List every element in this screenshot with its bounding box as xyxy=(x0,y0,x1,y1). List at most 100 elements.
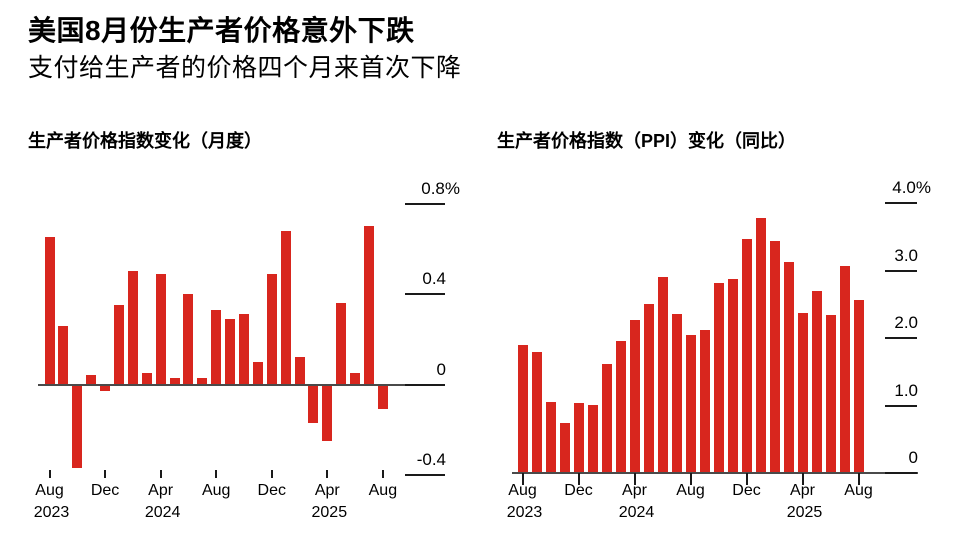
x-axis-line xyxy=(38,383,445,386)
bar-mar-2024 xyxy=(141,373,152,385)
x-axis-month-label: Aug xyxy=(508,482,537,499)
bar-aug-2023 xyxy=(44,237,55,385)
x-axis-tick xyxy=(326,470,329,478)
bar-apr-2024 xyxy=(629,319,640,473)
bar-oct-2023 xyxy=(72,384,83,469)
x-axis-month-label: Dec xyxy=(732,482,761,499)
bar-apr-2025 xyxy=(797,313,808,473)
bar-aug-2023 xyxy=(517,345,528,473)
bar-jun-2024 xyxy=(657,277,668,473)
bar-mar-2025 xyxy=(308,384,319,423)
x-axis-year-label: 2025 xyxy=(311,504,348,521)
y-axis-label: 0 xyxy=(436,359,446,379)
y-axis-tick xyxy=(885,472,917,474)
x-axis-tick xyxy=(745,473,748,485)
y-axis-label: 1.0 xyxy=(894,380,918,400)
bar-jul-2025 xyxy=(363,226,374,385)
bar-nov-2023 xyxy=(86,375,97,385)
bar-jul-2025 xyxy=(839,265,850,473)
y-axis-tick xyxy=(885,404,917,407)
x-axis-month-label: Apr xyxy=(790,482,815,499)
y-axis-label: 0 xyxy=(908,448,918,467)
x-axis-tick xyxy=(801,473,804,485)
y-axis-label: -0.4 xyxy=(416,450,446,469)
x-axis-year-label: 2023 xyxy=(506,504,543,521)
x-axis-year-label: 2025 xyxy=(786,504,823,521)
x-axis-line xyxy=(512,472,918,474)
y-axis-tick xyxy=(405,474,445,476)
x-axis-tick xyxy=(857,473,860,485)
bar-jun-2025 xyxy=(350,373,361,385)
y-axis-label: 0.8% xyxy=(421,178,460,198)
bar-nov-2023 xyxy=(559,423,570,473)
y-axis-tick xyxy=(885,202,917,204)
x-axis-month-label: Dec xyxy=(564,482,593,499)
bar-feb-2024 xyxy=(127,271,138,385)
bar-mar-2024 xyxy=(615,340,626,473)
headline: 美国8月份生产者价格意外下跌 xyxy=(28,15,415,46)
bar-feb-2024 xyxy=(601,363,612,473)
y-axis-label: 3.0 xyxy=(894,245,918,265)
bar-jan-2024 xyxy=(113,305,124,385)
bar-aug-2025 xyxy=(377,384,388,410)
bar-aug-2024 xyxy=(685,335,696,473)
x-axis-month-label: Apr xyxy=(148,482,174,499)
bar-may-2025 xyxy=(811,290,822,473)
yoy-chart-title: 生产者价格指数（PPI）变化（同比） xyxy=(497,131,797,151)
y-axis-label: 4.0% xyxy=(892,178,931,197)
x-axis-year-label: 2024 xyxy=(144,504,181,521)
bar-jul-2024 xyxy=(671,313,682,473)
x-axis-month-label: Dec xyxy=(257,482,286,499)
bar-jul-2024 xyxy=(197,377,208,385)
bar-may-2025 xyxy=(336,303,347,385)
y-axis-tick xyxy=(405,383,445,386)
x-axis-year-label: 2024 xyxy=(618,504,655,521)
bar-jan-2025 xyxy=(755,217,766,473)
bar-aug-2025 xyxy=(853,300,864,473)
x-axis-month-label: Apr xyxy=(622,482,647,499)
bar-feb-2025 xyxy=(294,357,305,385)
y-axis-tick xyxy=(885,269,917,272)
x-axis-month-label: Dec xyxy=(90,482,120,499)
y-axis-tick xyxy=(885,337,917,339)
bar-sep-2024 xyxy=(699,329,710,473)
bar-jan-2025 xyxy=(280,230,291,385)
subtitle: 支付给生产者的价格四个月来首次下降 xyxy=(28,54,462,82)
bar-nov-2024 xyxy=(727,278,738,473)
x-axis-tick xyxy=(104,470,107,478)
x-axis-month-label: Aug xyxy=(844,482,873,499)
x-axis-month-label: Aug xyxy=(201,482,231,499)
bar-oct-2023 xyxy=(545,402,556,473)
bar-sep-2023 xyxy=(58,325,69,385)
bar-may-2024 xyxy=(169,377,180,385)
x-axis-tick xyxy=(215,470,218,478)
bar-aug-2024 xyxy=(211,309,222,385)
bar-nov-2024 xyxy=(252,361,263,385)
x-axis-month-label: Apr xyxy=(314,482,340,499)
monthly-chart-title: 生产者价格指数变化（月度） xyxy=(28,131,262,151)
bar-jun-2024 xyxy=(183,294,194,385)
bar-oct-2024 xyxy=(713,283,724,473)
x-axis-tick xyxy=(633,473,636,485)
y-axis-tick xyxy=(405,202,445,205)
x-axis-tick xyxy=(270,470,273,478)
x-axis-tick xyxy=(381,470,384,478)
x-axis-month-label: Aug xyxy=(35,482,64,499)
x-axis-tick xyxy=(689,473,692,485)
bar-mar-2025 xyxy=(783,261,794,473)
bar-feb-2025 xyxy=(769,241,780,473)
bar-apr-2024 xyxy=(155,273,166,385)
bar-sep-2023 xyxy=(531,351,542,473)
x-axis-month-label: Aug xyxy=(676,482,705,499)
x-axis-month-label: Aug xyxy=(368,482,398,499)
bar-may-2024 xyxy=(643,303,654,473)
x-axis-tick xyxy=(48,470,51,478)
bar-dec-2024 xyxy=(266,273,277,385)
bar-apr-2025 xyxy=(322,384,333,442)
y-axis-tick xyxy=(405,293,445,295)
x-axis-tick xyxy=(577,473,580,485)
bar-dec-2023 xyxy=(573,403,584,473)
